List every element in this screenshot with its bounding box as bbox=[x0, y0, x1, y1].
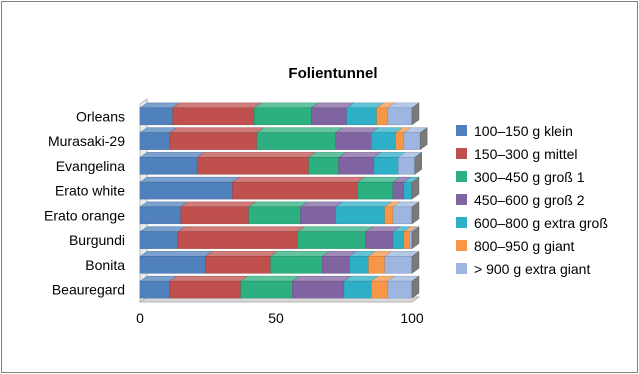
bar-end-face bbox=[411, 176, 420, 200]
legend-item: 600–800 g extra groß bbox=[456, 215, 608, 231]
legend-item: > 900 g extra giant bbox=[456, 261, 590, 277]
legend-label: 100–150 g klein bbox=[474, 123, 573, 139]
bar-segment bbox=[139, 275, 178, 299]
category-label: Erato orange bbox=[44, 207, 125, 223]
bar-segment bbox=[403, 127, 428, 150]
bar-segment bbox=[348, 251, 377, 274]
chart-title: Folientunnel bbox=[288, 65, 377, 82]
bar-segment bbox=[310, 102, 355, 126]
bar-segment bbox=[335, 127, 379, 150]
legend-item: 800–950 g giant bbox=[456, 238, 575, 254]
bar-end-face bbox=[419, 127, 428, 151]
x-tick-label: 50 bbox=[268, 310, 284, 326]
legend-swatch bbox=[456, 125, 467, 136]
bar-segment bbox=[248, 201, 309, 225]
bar-segment bbox=[139, 201, 189, 225]
legend-label: 450–600 g groß 2 bbox=[474, 192, 585, 208]
bar-segment bbox=[177, 226, 306, 249]
category-label: Murasaki-29 bbox=[48, 133, 125, 149]
bar-segment bbox=[139, 226, 186, 249]
bar-segment bbox=[397, 152, 423, 175]
bar-segment bbox=[139, 176, 241, 200]
bar-segment bbox=[308, 152, 347, 175]
category-label: Evangelina bbox=[56, 158, 125, 174]
legend: 100–150 g klein 150–300 g mittel 300–450 g… bbox=[456, 123, 608, 277]
legend-label: 300–450 g groß 1 bbox=[474, 169, 585, 185]
bar-segment bbox=[343, 275, 379, 299]
bar-segment bbox=[253, 102, 319, 126]
x-tick-label: 100 bbox=[400, 310, 424, 326]
bar-segment bbox=[172, 102, 262, 126]
bar-segment bbox=[139, 152, 205, 175]
bar-end-face bbox=[414, 151, 422, 175]
bar-segment bbox=[297, 226, 374, 249]
x-tick-label: 0 bbox=[136, 310, 144, 326]
bar-segment bbox=[169, 127, 265, 150]
bar-segment bbox=[169, 275, 249, 299]
legend-label: 800–950 g giant bbox=[474, 238, 575, 254]
bar-end-face bbox=[411, 201, 420, 225]
legend-label: 600–800 g extra groß bbox=[474, 215, 608, 231]
legend-item: 100–150 g klein bbox=[456, 123, 573, 139]
bar-segment bbox=[240, 275, 300, 299]
category-label: Orleans bbox=[76, 108, 125, 124]
bar-end-face bbox=[411, 275, 420, 299]
legend-swatch bbox=[456, 148, 467, 159]
legend-swatch bbox=[456, 171, 467, 182]
legend-swatch bbox=[456, 240, 467, 251]
bar-segment bbox=[392, 201, 420, 225]
bar-segment bbox=[299, 201, 344, 225]
bar-segment bbox=[373, 152, 407, 175]
bar-segment bbox=[321, 251, 358, 274]
bar-segment bbox=[367, 251, 393, 274]
bar-segment bbox=[386, 102, 420, 126]
legend-swatch bbox=[456, 263, 467, 274]
bar-segment bbox=[180, 201, 257, 225]
category-label: Bonita bbox=[85, 257, 125, 273]
bar-segment bbox=[335, 201, 393, 225]
legend-swatch bbox=[456, 194, 467, 205]
bar-segment bbox=[384, 251, 420, 274]
bar-segment bbox=[370, 127, 404, 150]
legend-label: 150–300 g mittel bbox=[474, 146, 578, 162]
bar-end-face bbox=[411, 102, 420, 126]
bar-segment bbox=[269, 251, 330, 274]
bar-segment bbox=[291, 275, 352, 299]
bar-segment bbox=[370, 275, 396, 299]
legend-item: 450–600 g groß 2 bbox=[456, 192, 585, 208]
bar-segment bbox=[386, 275, 420, 299]
bar-segment bbox=[204, 251, 279, 274]
category-label: Erato white bbox=[55, 183, 125, 199]
bar-segment bbox=[231, 176, 366, 200]
legend-label: > 900 g extra giant bbox=[474, 261, 590, 277]
legend-item: 300–450 g groß 1 bbox=[456, 169, 585, 185]
bar-segment bbox=[196, 152, 317, 175]
category-label: Burgundi bbox=[69, 232, 125, 248]
bar-segment bbox=[256, 127, 344, 150]
bar-end-face bbox=[411, 226, 420, 250]
bar-segment bbox=[139, 102, 181, 126]
category-label: Beauregard bbox=[52, 282, 125, 298]
legend-swatch bbox=[456, 217, 467, 228]
bar-end-face bbox=[411, 250, 420, 274]
legend-item: 150–300 g mittel bbox=[456, 146, 578, 162]
bar-segment bbox=[365, 226, 401, 249]
bar-segment bbox=[139, 251, 213, 274]
